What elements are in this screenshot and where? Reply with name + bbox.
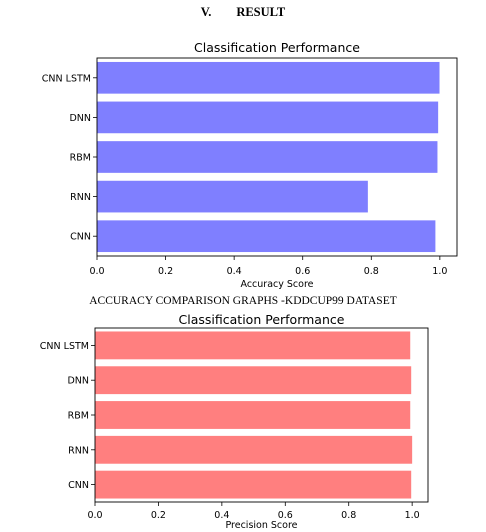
x-tick-label: 0.4 — [214, 510, 229, 521]
precision-chart: Classification Performance CNN LSTM DNN RBM… — [40, 312, 429, 531]
y-tick-label: CNN LSTM — [40, 341, 89, 352]
x-tick-label: 0.0 — [87, 510, 102, 521]
x-tick-label: 0.8 — [341, 510, 356, 521]
x-tick-label: 0.2 — [151, 510, 166, 521]
x-axis-label: Precision Score — [225, 520, 297, 531]
x-tick-label: 0.6 — [295, 266, 310, 277]
x-tick-label: 1.0 — [405, 510, 420, 521]
bar — [95, 366, 412, 395]
x-tick-label: 1.0 — [432, 266, 447, 277]
y-tick-label: RNN — [68, 445, 89, 456]
y-tick-label: RBM — [68, 411, 89, 422]
chart-title: Classification Performance — [194, 40, 360, 55]
y-tick-label: DNN — [69, 113, 91, 124]
y-tick-label: DNN — [67, 376, 89, 387]
section-heading: V. RESULT — [200, 5, 286, 19]
bar — [95, 401, 411, 429]
x-tick-label: 0.0 — [89, 266, 104, 277]
bar — [97, 101, 439, 134]
bar — [95, 470, 412, 499]
plot-frame — [96, 57, 458, 257]
bar — [97, 220, 436, 253]
bar — [97, 180, 368, 213]
x-tick-label: 0.2 — [158, 266, 173, 277]
bar — [95, 435, 413, 464]
y-tick-label: CNN — [68, 480, 89, 491]
bar — [95, 331, 411, 360]
y-tick-label: CNN LSTM — [42, 73, 91, 84]
x-tick-label: 0.4 — [227, 266, 242, 277]
accuracy-chart: Classification Performance CNN LSTM DNN RBM… — [42, 40, 458, 290]
bar — [97, 141, 438, 173]
chart-title: Classification Performance — [179, 312, 345, 327]
x-tick-label: 0.8 — [364, 266, 379, 277]
x-axis-label: Accuracy Score — [241, 279, 314, 290]
x-tick-label: 0.6 — [278, 510, 293, 521]
figure-caption: ACCURACY COMPARISON GRAPHS -KDDCUP99 DAT… — [89, 295, 397, 307]
y-tick-label: CNN — [70, 232, 91, 243]
y-tick-label: RBM — [70, 153, 91, 164]
y-tick-label: RNN — [70, 192, 91, 203]
bar — [97, 61, 440, 94]
plot-frame — [94, 327, 429, 503]
